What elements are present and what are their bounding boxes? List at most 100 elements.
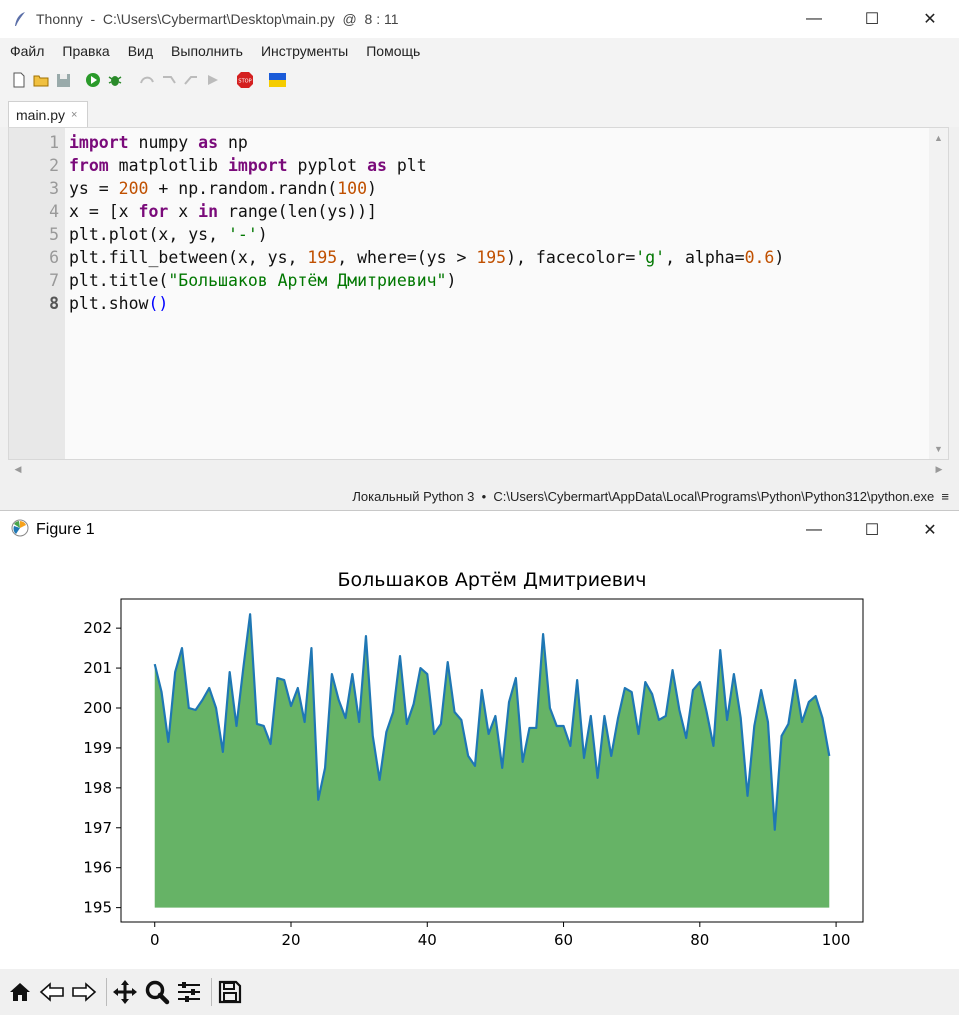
- step-over-icon[interactable]: [138, 71, 156, 89]
- maximize-button[interactable]: ☐: [864, 11, 880, 28]
- line-number-gutter: 1 2 3 4 5 6 7 8: [9, 128, 65, 459]
- code-token: ): [257, 225, 268, 244]
- line-number: 5: [49, 225, 59, 244]
- code-text[interactable]: import numpy as np from matplotlib import…: [69, 133, 929, 317]
- menu-edit[interactable]: Правка: [62, 42, 110, 59]
- code-token: 100: [337, 179, 368, 198]
- chart-title: Большаков Артём Дмитриевич: [337, 569, 646, 591]
- code-token: range(len(ys))]: [218, 202, 377, 221]
- code-line[interactable]: x = [x for x in range(len(ys))]: [69, 202, 929, 225]
- code-token: , alpha=: [665, 248, 745, 267]
- vertical-scrollbar[interactable]: ▲ ▼: [929, 128, 948, 459]
- save-icon[interactable]: [216, 978, 244, 1006]
- code-token: plt.fill_between(x, ys,: [69, 248, 308, 267]
- axes-frame: [120, 598, 864, 923]
- figure-maximize-button[interactable]: ☐: [864, 522, 880, 539]
- code-token: from: [69, 156, 109, 175]
- step-into-icon[interactable]: [160, 71, 178, 89]
- step-out-icon[interactable]: [182, 71, 200, 89]
- minimize-button[interactable]: —: [806, 10, 822, 27]
- code-token: matplotlib: [108, 156, 228, 175]
- close-button[interactable]: ✕: [923, 11, 937, 28]
- line-number: 8: [49, 294, 59, 313]
- figure-window: Figure 1 — ☐ ✕ Большаков Артём Дмитриеви…: [0, 511, 959, 1015]
- code-token: x = [x: [69, 202, 139, 221]
- fill-between-area: [154, 614, 830, 908]
- figure-window-title: Figure 1: [36, 521, 95, 538]
- code-token: ): [774, 248, 785, 267]
- open-folder-icon[interactable]: [32, 71, 50, 89]
- tab-close-icon[interactable]: ×: [71, 108, 78, 121]
- code-token: ys =: [69, 179, 119, 198]
- code-token: in: [198, 202, 219, 221]
- scroll-left-icon[interactable]: ◀: [14, 464, 22, 474]
- line-number: 1: [49, 133, 59, 152]
- toolbar: STOP: [0, 63, 959, 97]
- thonny-feather-icon: [12, 11, 28, 27]
- code-token: (): [148, 294, 169, 313]
- menu-run[interactable]: Выполнить: [171, 42, 243, 59]
- line-number: 2: [49, 156, 59, 175]
- debug-icon[interactable]: [106, 71, 124, 89]
- menu-file[interactable]: Файл: [10, 42, 45, 59]
- code-token: '-': [227, 225, 258, 244]
- figure-titlebar: Figure 1 — ☐ ✕: [0, 511, 959, 549]
- tab-label: main.py: [16, 106, 66, 123]
- x-tick-label: 100: [822, 931, 851, 949]
- code-token: 0.6: [744, 248, 775, 267]
- horizontal-scrollbar[interactable]: ◀ ▶: [8, 460, 949, 479]
- code-token: ): [367, 179, 377, 198]
- code-line[interactable]: ys = 200 + np.random.randn(100): [69, 179, 929, 202]
- stop-icon[interactable]: STOP: [236, 71, 254, 89]
- pan-icon[interactable]: [111, 978, 139, 1006]
- new-file-icon[interactable]: [10, 71, 28, 89]
- plot-canvas[interactable]: Большаков Артём Дмитриевич 0 20 40 60 80 100 19…: [0, 549, 959, 969]
- thonny-window: Thonny - C:\Users\Cybermart\Desktop\main…: [0, 0, 959, 511]
- code-line[interactable]: import numpy as np: [69, 133, 929, 156]
- forward-icon[interactable]: [70, 978, 98, 1006]
- code-token: 'g': [635, 248, 666, 267]
- code-token: x: [168, 202, 199, 221]
- scroll-down-icon[interactable]: ▼: [934, 444, 943, 454]
- code-token: import: [227, 156, 288, 175]
- tab-main-py[interactable]: main.py ×: [8, 101, 88, 127]
- code-token: as: [198, 133, 219, 152]
- matplotlib-toolbar: [0, 969, 959, 1015]
- code-line[interactable]: plt.show(): [69, 294, 929, 317]
- code-token: import: [69, 133, 129, 152]
- y-tick-label: 200: [83, 699, 112, 717]
- chart-svg: Большаков Артём Дмитриевич 0 20 40 60 80 100 19…: [83, 569, 864, 949]
- home-icon[interactable]: [6, 978, 34, 1006]
- x-tick-label: 20: [281, 931, 300, 949]
- code-token: pyplot: [287, 156, 368, 175]
- save-file-icon[interactable]: [54, 71, 72, 89]
- menu-help[interactable]: Помощь: [366, 42, 421, 59]
- y-tick-label: 201: [83, 659, 112, 677]
- run-icon[interactable]: [84, 71, 102, 89]
- matplotlib-icon: [11, 519, 29, 542]
- code-token: numpy: [128, 133, 199, 152]
- thonny-window-title: Thonny - C:\Users\Cybermart\Desktop\main…: [36, 11, 399, 27]
- configure-icon[interactable]: [175, 978, 203, 1006]
- resume-icon[interactable]: [204, 71, 222, 89]
- scroll-right-icon[interactable]: ▶: [935, 464, 943, 474]
- scroll-up-icon[interactable]: ▲: [934, 133, 943, 143]
- back-icon[interactable]: [38, 978, 66, 1006]
- status-bar[interactable]: Локальный Python 3 • C:\Users\Cybermart\…: [352, 488, 949, 504]
- code-line[interactable]: from matplotlib import pyplot as plt: [69, 156, 929, 179]
- code-token: plt: [386, 156, 427, 175]
- x-tick-label: 0: [150, 931, 160, 949]
- code-line[interactable]: plt.title("Большаков Артём Дмитриевич"): [69, 271, 929, 294]
- code-line[interactable]: plt.plot(x, ys, '-'): [69, 225, 929, 248]
- figure-close-button[interactable]: ✕: [923, 522, 937, 539]
- x-tick-label: 40: [418, 931, 437, 949]
- y-tick-label: 195: [83, 899, 112, 917]
- code-line[interactable]: plt.fill_between(x, ys, 195, where=(ys >…: [69, 248, 929, 271]
- code-token: ), facecolor=: [506, 248, 636, 267]
- menu-tools[interactable]: Инструменты: [260, 42, 349, 59]
- zoom-icon[interactable]: [143, 978, 171, 1006]
- menu-view[interactable]: Вид: [127, 42, 154, 59]
- figure-minimize-button[interactable]: —: [806, 521, 822, 538]
- ukraine-flag-icon[interactable]: [268, 71, 286, 89]
